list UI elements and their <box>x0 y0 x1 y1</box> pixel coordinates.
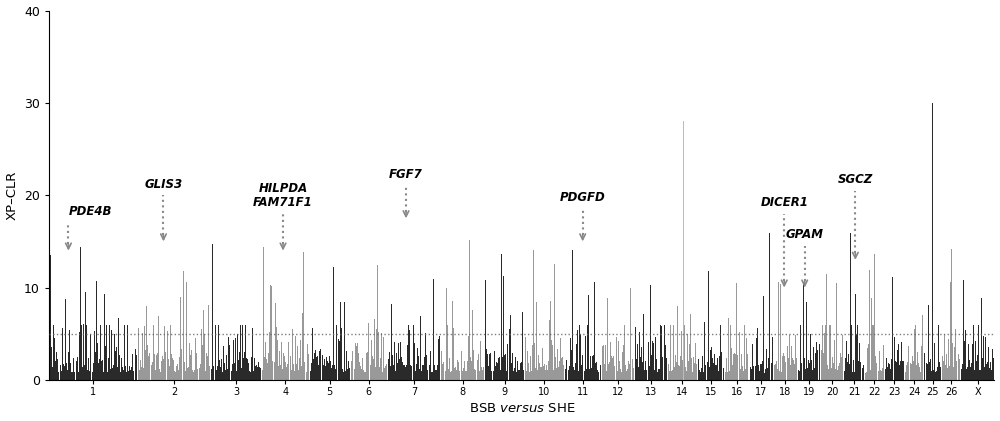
X-axis label: BSB $\it{versus}$ SHE: BSB $\it{versus}$ SHE <box>469 402 575 416</box>
Y-axis label: XP–CLR: XP–CLR <box>6 171 19 220</box>
Text: SGCZ: SGCZ <box>838 173 873 186</box>
Text: FGF7: FGF7 <box>389 168 423 181</box>
Text: HILPDA
FAM71F1: HILPDA FAM71F1 <box>253 182 313 209</box>
Text: GPAM: GPAM <box>786 229 824 241</box>
Text: DICER1: DICER1 <box>760 196 808 209</box>
Text: PDE4B: PDE4B <box>68 205 112 218</box>
Text: GLIS3: GLIS3 <box>144 178 183 191</box>
Text: PDGFD: PDGFD <box>560 192 606 205</box>
